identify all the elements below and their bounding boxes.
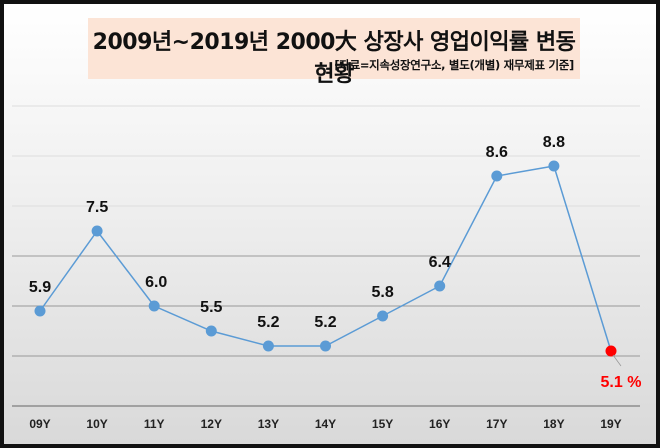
data-label: 5.2 (314, 314, 336, 331)
data-label: 6.0 (145, 274, 167, 291)
data-label: 7.5 (86, 199, 108, 216)
data-point (91, 225, 103, 237)
x-tick-label: 12Y (201, 417, 222, 431)
title-box: 2009년~2019년 2000大 상장사 영업이익률 변동 현황 [자료=지속… (88, 18, 580, 87)
x-tick-label: 09Y (29, 417, 50, 431)
data-point (377, 310, 389, 322)
x-tick-label: 11Y (144, 417, 165, 431)
data-point (320, 340, 331, 352)
x-tick-label: 14Y (315, 417, 336, 431)
data-point (262, 340, 274, 352)
x-tick-label: 18Y (543, 417, 564, 431)
data-label: 5.9 (29, 279, 51, 296)
chart-title: 2009년~2019년 2000大 상장사 영업이익률 변동 현황 (92, 30, 576, 87)
leader-line (612, 354, 622, 367)
chart-subtitle: [자료=지속성장연구소, 별도(개별) 재무제표 기준] (334, 58, 574, 72)
x-tick-label: 16Y (429, 417, 450, 431)
data-point (434, 280, 446, 292)
data-label: 6.4 (429, 254, 451, 271)
data-point (205, 325, 217, 337)
data-label: 5.5 (200, 299, 222, 316)
data-point (491, 170, 503, 182)
x-tick-label: 15Y (372, 417, 393, 431)
data-label: 8.6 (486, 144, 508, 161)
x-tick-label: 19Y (600, 417, 621, 431)
data-point (34, 305, 46, 317)
data-point (548, 160, 560, 172)
x-tick-label: 10Y (86, 417, 107, 431)
data-point (148, 300, 160, 312)
x-tick-label: 13Y (258, 417, 279, 431)
data-label: 5.1 % (601, 374, 642, 391)
x-tick-label: 17Y (486, 417, 507, 431)
data-label: 5.2 (257, 314, 279, 331)
data-point (605, 345, 617, 357)
data-label: 8.8 (543, 134, 565, 151)
data-label: 5.8 (371, 284, 393, 301)
